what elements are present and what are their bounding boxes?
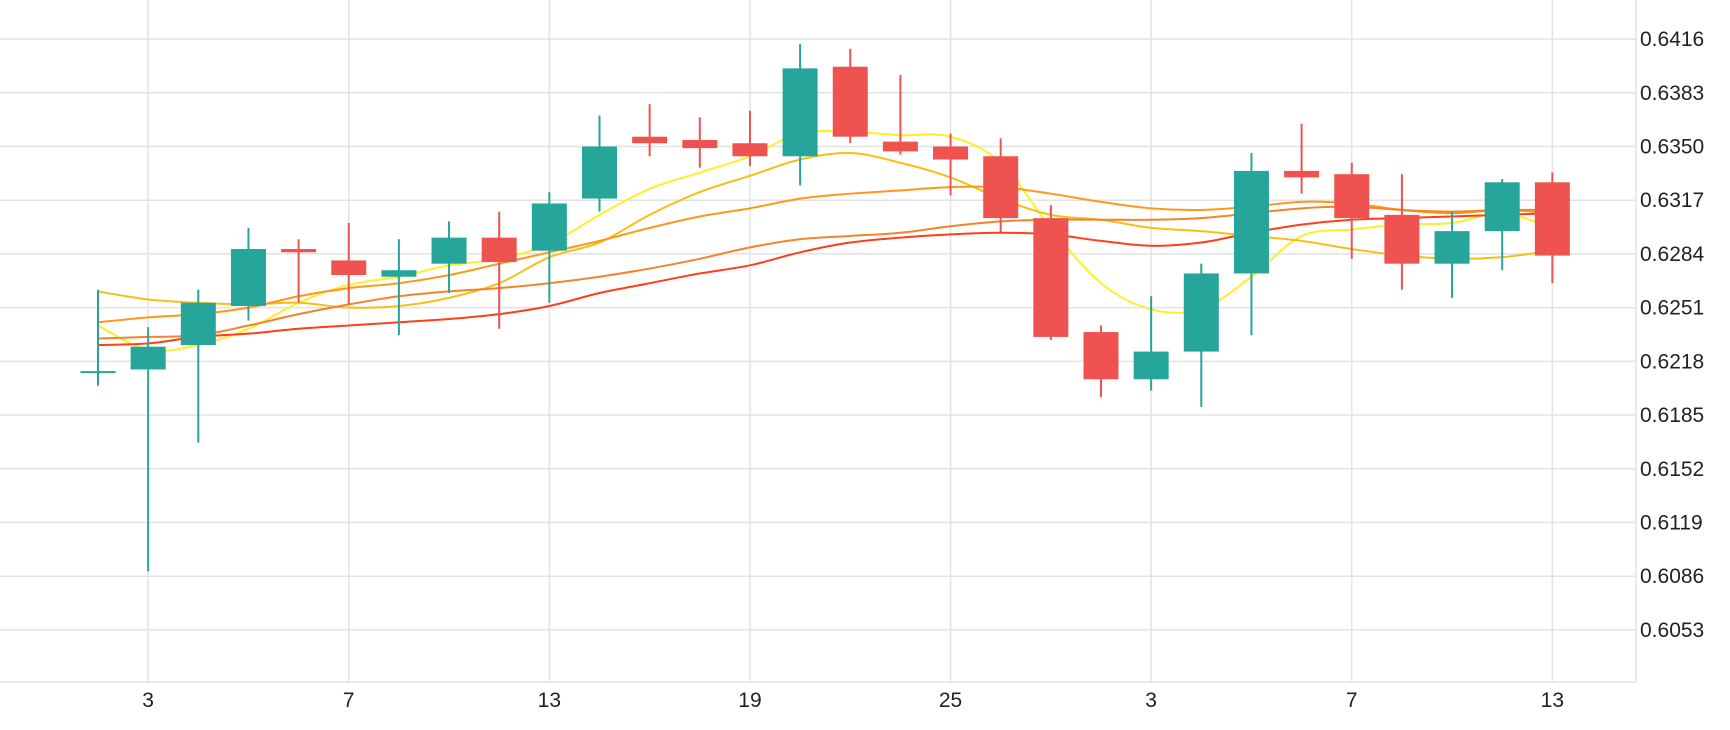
candle <box>1133 296 1169 391</box>
candle <box>1284 123 1320 194</box>
candle <box>1233 153 1269 336</box>
candle <box>1334 162 1370 259</box>
candle-body <box>1284 170 1320 178</box>
candle <box>1384 174 1420 290</box>
candle-body <box>1133 351 1169 380</box>
candle-body <box>582 146 617 199</box>
candle-body <box>882 141 918 152</box>
candle-body <box>531 203 567 251</box>
x-tick-label: 3 <box>142 689 154 712</box>
moving-average-line-4 <box>97 205 1554 340</box>
x-tick-label: 3 <box>1145 689 1157 712</box>
candle <box>732 110 768 167</box>
candle-body <box>80 371 116 374</box>
candle-body <box>1183 273 1219 352</box>
moving-average-line-3 <box>97 185 1554 324</box>
candle-body <box>983 156 1019 219</box>
candle-body <box>1334 174 1370 219</box>
candle-body <box>1534 182 1570 256</box>
x-tick-label: 13 <box>1541 689 1564 712</box>
y-tick-label: 0.6383 <box>1640 82 1704 105</box>
y-tick-label: 0.6251 <box>1640 297 1704 320</box>
candle-body <box>180 302 216 346</box>
x-tick-label: 7 <box>343 689 355 712</box>
candle <box>632 104 668 157</box>
candle-body <box>782 68 818 157</box>
candle <box>531 192 567 303</box>
candle-body <box>682 139 718 149</box>
y-tick-label: 0.6119 <box>1640 511 1703 534</box>
candle <box>481 211 517 329</box>
candle-body <box>732 143 768 157</box>
candle-body <box>1434 231 1470 264</box>
candle-body <box>1083 332 1119 380</box>
candle <box>983 138 1019 233</box>
y-tick-label: 0.6053 <box>1640 619 1704 642</box>
candle <box>1534 172 1570 284</box>
candle-body <box>1033 218 1069 337</box>
candle-body <box>381 270 417 277</box>
candle <box>682 117 718 168</box>
x-tick-label: 25 <box>939 689 962 712</box>
candle <box>381 239 417 336</box>
candle-body <box>230 249 266 307</box>
y-tick-label: 0.6416 <box>1640 28 1704 51</box>
candle-body <box>632 136 668 144</box>
candle <box>1484 179 1520 271</box>
candle <box>582 115 617 212</box>
candle <box>1183 263 1219 407</box>
y-tick-label: 0.6350 <box>1640 135 1704 158</box>
axis-labels-layer: 0.6053 0.6086 0.6119 0.6152 0.6185 0.6218 0.62… <box>142 28 1704 712</box>
candle <box>281 239 317 303</box>
candle <box>230 227 266 321</box>
candle-body <box>832 66 868 137</box>
grid-layer <box>0 0 1637 683</box>
moving-average-line-1 <box>97 130 1554 353</box>
candle-body <box>1233 170 1269 274</box>
y-tick-label: 0.6218 <box>1640 350 1704 373</box>
candle-body <box>1384 214 1420 264</box>
candle-body <box>281 249 317 253</box>
candle-body <box>431 237 467 264</box>
candle <box>1434 211 1470 298</box>
y-tick-label: 0.6086 <box>1640 565 1704 588</box>
candle <box>331 222 367 305</box>
x-tick-label: 19 <box>738 689 761 712</box>
candle-body <box>1484 182 1520 232</box>
candle-body <box>933 146 969 160</box>
moving-average-line-2 <box>97 151 1554 309</box>
candle <box>431 221 467 293</box>
candle-body <box>331 260 367 276</box>
y-tick-label: 0.6284 <box>1640 243 1705 266</box>
candle <box>180 289 216 443</box>
candle <box>782 43 818 186</box>
candle <box>882 74 918 155</box>
moving-average-line-5 <box>97 212 1554 347</box>
y-tick-label: 0.6317 <box>1640 189 1704 212</box>
candle <box>80 289 116 386</box>
x-tick-label: 13 <box>538 689 561 712</box>
candles-layer <box>80 43 1570 572</box>
candle-body <box>130 346 166 370</box>
moving-average-layer <box>97 130 1554 353</box>
candle <box>1083 325 1119 398</box>
candle <box>130 327 166 572</box>
candle <box>832 48 868 144</box>
y-tick-label: 0.6185 <box>1640 404 1704 427</box>
candle-body <box>481 237 517 263</box>
x-tick-label: 7 <box>1346 689 1358 712</box>
candle <box>933 133 969 196</box>
y-tick-label: 0.6152 <box>1640 458 1704 481</box>
candle <box>1033 205 1069 341</box>
